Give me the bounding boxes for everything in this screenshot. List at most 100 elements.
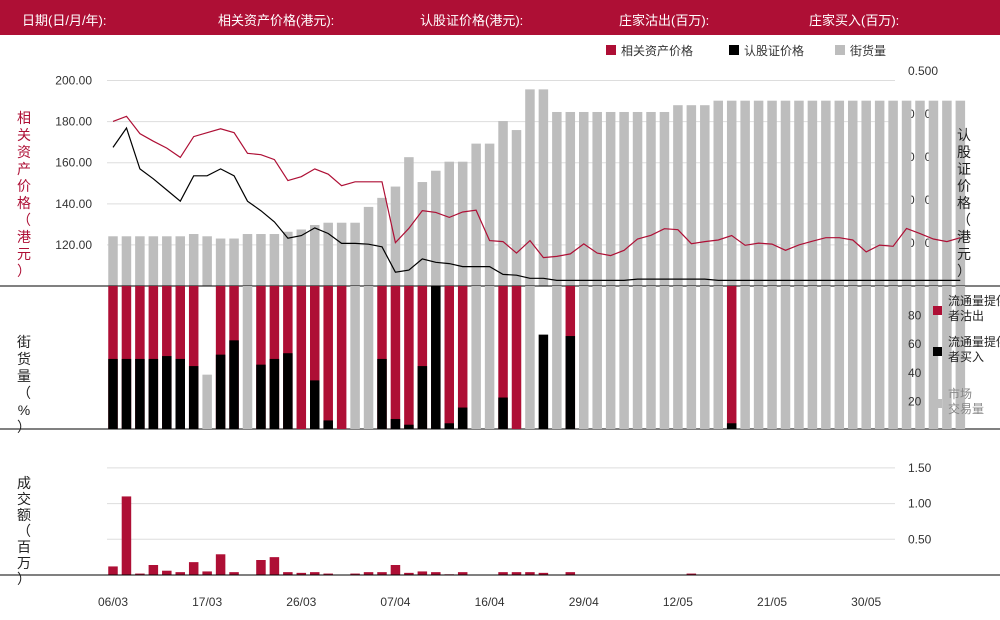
turnover-bar	[363, 572, 374, 575]
outstanding-bar	[753, 100, 764, 287]
market-volume-bar	[915, 286, 925, 429]
turnover-bar	[162, 570, 172, 575]
y-tick-percent: 40	[908, 366, 922, 380]
y-tick-percent: 60	[908, 337, 922, 351]
header-sell-label: 庄家沽出(百万):	[619, 13, 710, 28]
turnover-bar	[350, 573, 360, 575]
lp-sell-bar	[269, 286, 280, 429]
outstanding-bar	[229, 238, 239, 286]
turnover-bar	[296, 572, 307, 575]
market-volume-bar	[834, 286, 845, 429]
outstanding-bar	[888, 100, 898, 287]
outstanding-bar	[336, 222, 347, 286]
lp-buy-bar	[135, 358, 145, 429]
outstanding-bar	[955, 100, 966, 287]
market-volume-bar	[646, 286, 656, 429]
outstanding-bar	[404, 157, 414, 286]
outstanding-bar	[726, 100, 737, 287]
outstanding-bar	[242, 234, 253, 286]
legend2-label: 流通量提供者沽出	[948, 293, 1000, 323]
y-tick-left: 140.00	[55, 197, 92, 211]
legend2-swatch	[933, 399, 942, 408]
outstanding-bar	[928, 100, 939, 287]
outstanding-bar	[673, 105, 683, 286]
outstanding-bar	[256, 234, 266, 286]
turnover-bar	[108, 566, 118, 575]
lp-sell-bar	[377, 286, 387, 429]
turnover-bar	[121, 496, 132, 575]
outstanding-bar	[713, 100, 723, 287]
legend-label: 街货量	[850, 43, 886, 58]
legend2-label: 市场交易量	[948, 386, 984, 416]
header-bar: 日期(日/月/年): 相关资产价格(港元): 认股证价格(港元): 庄家沽出(百…	[0, 0, 1000, 35]
outstanding-bar	[619, 111, 629, 286]
market-volume-bar	[471, 286, 481, 429]
outstanding-bar	[579, 111, 589, 286]
lp-buy-bar	[310, 380, 320, 429]
lp-sell-bar	[108, 286, 118, 429]
turnover-bar	[269, 557, 280, 575]
turnover-bar	[538, 572, 549, 575]
x-tick-label: 07/04	[380, 595, 410, 609]
y-tick-left: 200.00	[55, 74, 92, 88]
lp-sell-bar	[296, 286, 307, 429]
market-volume-bar	[484, 286, 495, 429]
turnover-bar	[229, 572, 239, 575]
market-volume-bar	[202, 374, 212, 429]
lp-buy-bar	[726, 423, 737, 429]
market-volume-bar	[242, 286, 253, 429]
market-volume-bar	[552, 286, 562, 429]
lp-buy-bar	[498, 397, 508, 429]
market-volume-bar	[592, 286, 602, 429]
market-volume-bar	[363, 286, 374, 429]
turnover-bar	[431, 572, 441, 575]
outstanding-bar	[659, 111, 670, 286]
lp-buy-bar	[148, 358, 159, 429]
outstanding-bar	[108, 236, 118, 286]
market-volume-bar	[874, 286, 885, 429]
turnover-bar	[404, 572, 414, 575]
turnover-bar	[498, 572, 508, 575]
outstanding-bar	[821, 100, 831, 287]
outstanding-bar	[457, 161, 468, 286]
outstanding-bar	[565, 111, 576, 286]
turnover-bar	[525, 572, 535, 575]
turnover-bar	[188, 562, 199, 575]
y-tick-left: 180.00	[55, 115, 92, 129]
legend-swatch	[729, 45, 739, 55]
outstanding-bar	[215, 238, 226, 286]
lp-buy-bar	[283, 353, 293, 429]
market-volume-bar	[525, 286, 535, 429]
legend-swatch	[606, 45, 616, 55]
y-tick-right: 0.500	[908, 64, 938, 78]
outstanding-bar	[767, 100, 777, 287]
lp-sell-bar	[404, 286, 414, 429]
x-tick-label: 30/05	[851, 595, 881, 609]
legend2-swatch	[933, 306, 942, 315]
lp-sell-bar	[121, 286, 132, 429]
turnover-bar	[457, 572, 468, 575]
y-tick-percent: 80	[908, 309, 922, 323]
market-volume-bar	[955, 286, 966, 429]
header-buy-label: 庄家买入(百万):	[809, 13, 900, 28]
turnover-bar	[565, 572, 576, 575]
turnover-bar	[390, 565, 401, 575]
outstanding-bar	[363, 206, 374, 286]
outstanding-bar	[915, 100, 925, 287]
market-volume-bar	[619, 286, 629, 429]
outstanding-bar	[390, 186, 401, 286]
y-axis-title-turnover: 成交额（百万）	[17, 475, 31, 587]
outstanding-bar	[942, 100, 952, 287]
market-volume-bar	[767, 286, 777, 429]
lp-buy-bar	[162, 356, 172, 429]
lp-buy-bar	[444, 423, 454, 429]
lp-sell-bar	[444, 286, 454, 429]
header-date-label: 日期(日/月/年):	[22, 13, 107, 28]
y-tick-percent: 20	[908, 394, 922, 408]
market-volume-bar	[794, 286, 804, 429]
outstanding-bar	[417, 182, 428, 286]
outstanding-bar	[444, 161, 454, 286]
y-tick-left: 120.00	[55, 238, 92, 252]
outstanding-bar	[861, 100, 871, 287]
y-axis-title-left: 相关资产价格（港元）	[17, 110, 31, 279]
